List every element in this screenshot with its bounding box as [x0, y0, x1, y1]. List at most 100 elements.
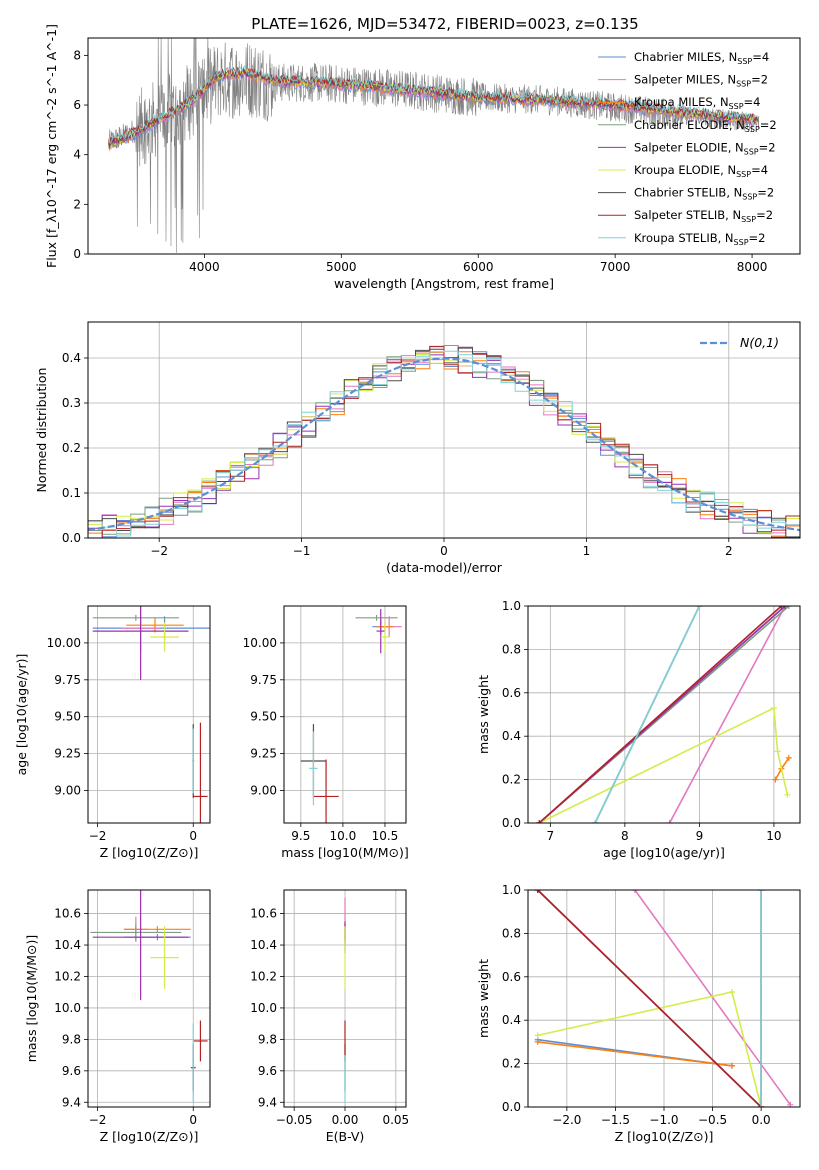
lines-weight-vs-Z — [534, 890, 794, 1107]
x-tick-label: 9.5 — [291, 829, 310, 843]
y-tick-label: 9.25 — [250, 747, 277, 761]
histogram-7 — [88, 345, 800, 538]
y-tick-label: 0.2 — [502, 773, 521, 787]
weight-line-5 — [537, 991, 762, 1107]
y-tick-label: 9.25 — [54, 747, 81, 761]
y-tick-label: 0.6 — [502, 970, 521, 984]
weight-marker — [785, 754, 792, 761]
weight-marker — [774, 748, 781, 755]
model-spectrum-8 — [108, 65, 759, 144]
axes-spectrum: 4000 5000 6000 7000 8000 0 2 4 6 8 wavelength [Ang… — [44, 24, 767, 291]
y-tick-label: 10.4 — [54, 938, 81, 952]
weight-marker — [666, 820, 673, 823]
y-tick-label: 9.00 — [250, 784, 277, 798]
y-axis-label: Flux [f_λ10^-17 erg cm^-2 s^-1 A^-1] — [44, 24, 59, 268]
x-tick-label: −0.5 — [698, 1113, 727, 1127]
plot-frame — [527, 889, 801, 1108]
x-tick-label: 8000 — [737, 260, 768, 274]
legend-entry: Chabrier ELODIE, NSSP=2 — [634, 118, 777, 134]
y-tick-label: 1.0 — [502, 883, 521, 897]
weight-marker — [534, 890, 541, 893]
axes-age-vs-Z: −2 0 9.00 9.25 9.50 9.75 10.00 Z [log10(Z/Z⊙)] a… — [14, 606, 210, 860]
y-axis-label: age [log10(age/yr)] — [14, 654, 29, 776]
y-tick-label: 0.1 — [62, 486, 81, 500]
axes-age-vs-mass: 9.5 10.0 10.5 9.00 9.25 9.50 9.75 10.00 mass [lo… — [243, 606, 409, 860]
weight-marker — [534, 1032, 541, 1039]
x-tick-label: −1.5 — [601, 1113, 630, 1127]
y-tick-label: 0.3 — [62, 396, 81, 410]
y-tick-label: 9.4 — [258, 1095, 277, 1109]
points-mass-vs-Z — [90, 890, 208, 1103]
weight-marker — [784, 791, 791, 798]
y-tick-label: 6 — [73, 98, 81, 112]
y-tick-label: 0.8 — [502, 926, 521, 940]
y-tick-label: 10.4 — [250, 938, 277, 952]
y-tick-label: 10.6 — [250, 907, 277, 921]
weight-line-1 — [668, 606, 786, 823]
x-axis-label: age [log10(age/yr)] — [603, 845, 725, 860]
axes-weight-vs-age: 7 8 9 10 0.0 0.2 0.4 0.6 0.8 1.0 age [log10(age/yr… — [476, 599, 800, 860]
x-tick-label: 10.5 — [372, 829, 399, 843]
y-tick-label: 0.0 — [502, 1100, 521, 1114]
y-tick-label: 1.0 — [502, 599, 521, 613]
x-tick-label: 0 — [440, 544, 448, 558]
y-tick-label: 9.4 — [62, 1095, 81, 1109]
x-tick-label: 7 — [547, 829, 555, 843]
y-tick-label: 0.0 — [502, 816, 521, 830]
y-tick-label: 9.6 — [62, 1064, 81, 1078]
weight-line-2 — [537, 1041, 733, 1067]
x-tick-label: 2 — [725, 544, 733, 558]
y-tick-label: 0.0 — [62, 531, 81, 545]
x-tick-label: 9 — [696, 829, 704, 843]
x-tick-label: 0 — [189, 1113, 197, 1127]
weight-line-1 — [634, 890, 791, 1106]
weight-marker — [696, 606, 703, 609]
weight-marker — [729, 988, 735, 995]
y-axis-label: Normed distribution — [34, 368, 49, 493]
x-tick-label: −2 — [150, 544, 168, 558]
spectrum-lines — [108, 38, 760, 253]
x-tick-label: 0.0 — [752, 1113, 771, 1127]
x-tick-label: 0 — [189, 829, 197, 843]
x-tick-label: −2.0 — [552, 1113, 581, 1127]
y-axis-label: mass [log10(M/M⊙)] — [24, 935, 39, 1063]
weight-line-7 — [537, 890, 762, 1107]
y-tick-label: 0.4 — [502, 1013, 521, 1027]
legend-entry: Kroupa ELODIE, NSSP=4 — [634, 163, 768, 179]
y-tick-label: 2 — [73, 197, 81, 211]
weight-line-7 — [538, 606, 782, 823]
y-tick-label: 9.50 — [250, 710, 277, 724]
weight-marker — [729, 1062, 735, 1069]
x-tick-label: 1 — [583, 544, 591, 558]
legend-entry: Kroupa STELIB, NSSP=2 — [634, 231, 765, 247]
spectrum-legend: Chabrier MILES, NSSP=4 Salpeter MILES, NS… — [598, 50, 777, 247]
x-tick-label: −0.05 — [276, 1113, 313, 1127]
y-tick-label: 0.2 — [62, 441, 81, 455]
x-axis-label: mass [log10(M/M⊙)] — [281, 845, 409, 860]
x-axis-label: E(B-V) — [326, 1129, 365, 1144]
x-tick-label: 0.00 — [332, 1113, 359, 1127]
weight-line-5 — [538, 706, 789, 823]
histogram-8 — [88, 350, 800, 537]
residual-histograms — [88, 345, 800, 538]
weight-marker — [785, 606, 792, 609]
residual-legend: N(0,1) — [700, 335, 779, 350]
x-tick-label: −1.0 — [649, 1113, 678, 1127]
y-tick-label: 9.75 — [54, 673, 81, 687]
y-tick-label: 9.8 — [258, 1032, 277, 1046]
lines-weight-vs-age — [536, 606, 792, 823]
weight-marker — [758, 890, 765, 893]
x-tick-label: 7000 — [600, 260, 631, 274]
y-tick-label: 9.75 — [250, 673, 277, 687]
x-axis-label: wavelength [Angstrom, rest frame] — [334, 276, 554, 291]
weight-marker — [631, 890, 638, 893]
plot-frame — [87, 321, 801, 539]
weight-marker — [778, 606, 785, 609]
x-axis-label: Z [log10(Z/Z⊙)] — [100, 1129, 199, 1144]
weight-marker — [758, 1104, 765, 1107]
y-tick-label: 0 — [73, 247, 81, 261]
y-tick-label: 0.4 — [62, 351, 81, 365]
x-tick-label: 8 — [621, 829, 629, 843]
model-spectrum-6 — [108, 67, 759, 149]
legend-entry: Salpeter ELODIE, NSSP=2 — [634, 140, 776, 156]
